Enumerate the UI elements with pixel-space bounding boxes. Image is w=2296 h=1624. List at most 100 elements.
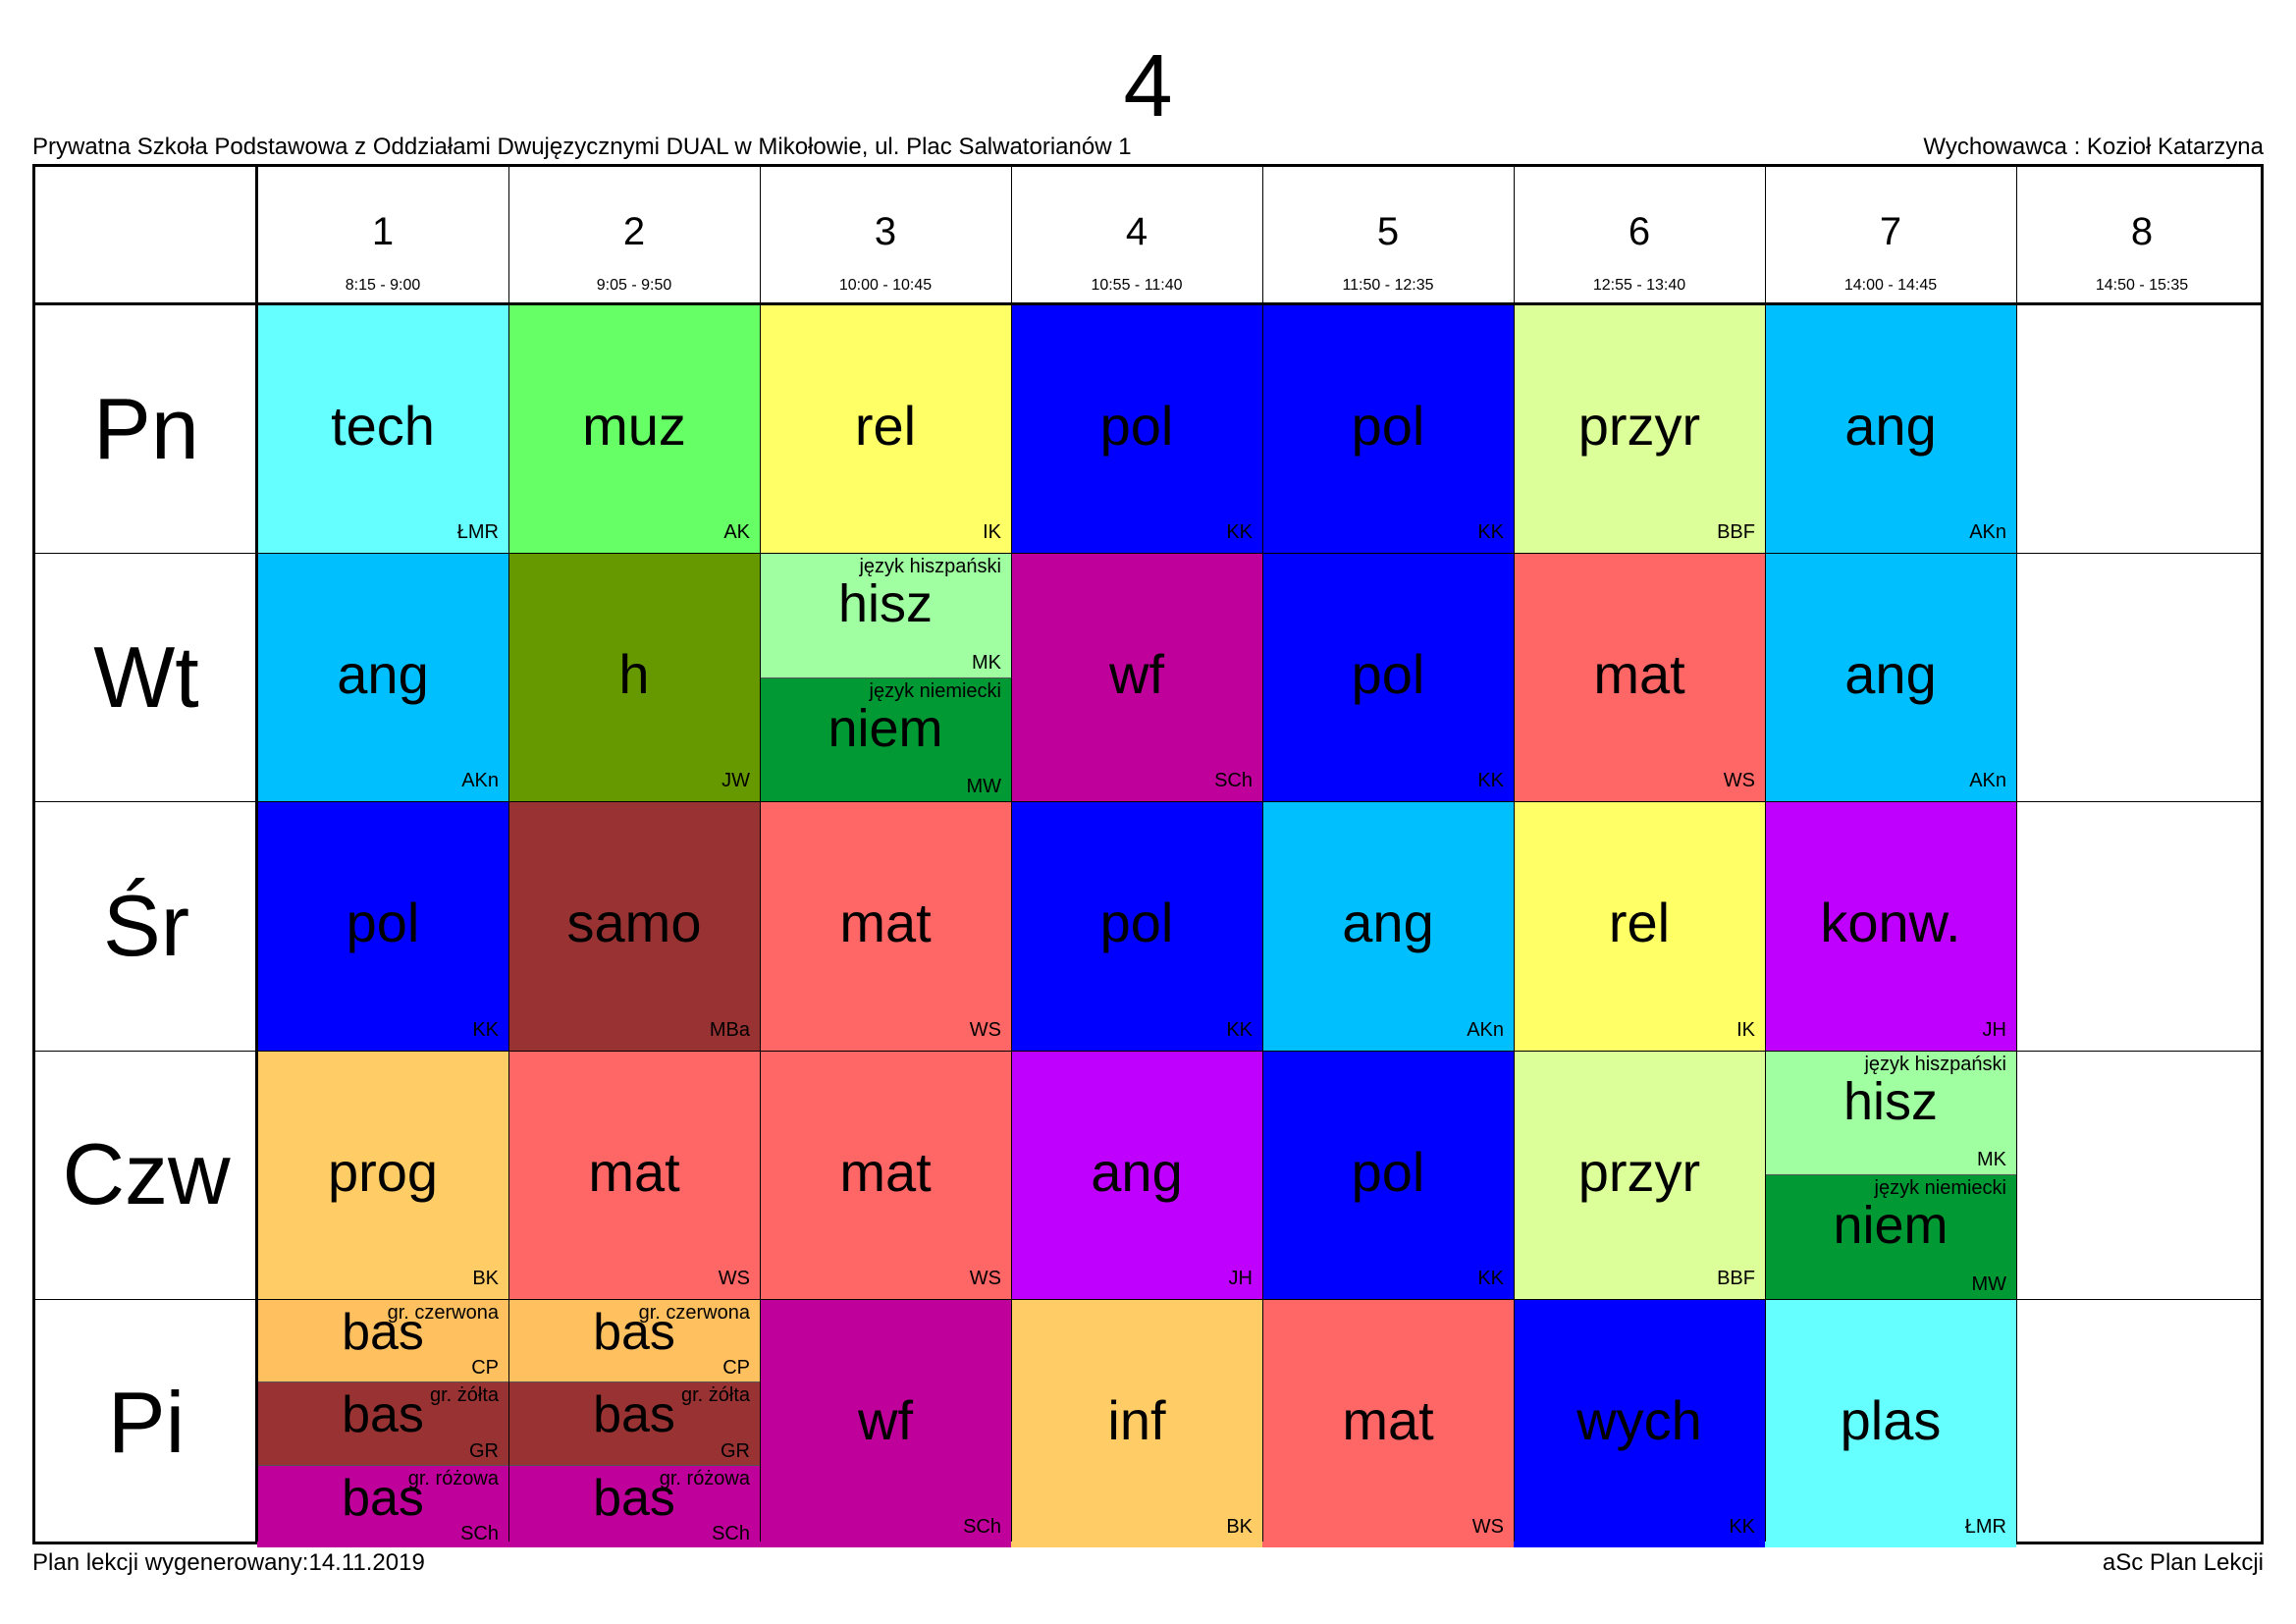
lesson-subject: bas	[593, 1469, 675, 1527]
column-divider	[1011, 167, 1012, 1542]
lesson-cell[interactable]: gr. żółta bas GR	[508, 1381, 760, 1465]
lesson-cell[interactable]: inf BK	[1011, 1298, 1262, 1547]
lesson-cell[interactable]: mat WS	[1262, 1298, 1514, 1547]
period-time: 9:05 - 9:50	[596, 277, 672, 294]
lesson-cell[interactable]: pol KK	[257, 801, 508, 1051]
day-label-0: Pn	[93, 379, 199, 477]
lesson-teacher: GR	[469, 1439, 499, 1462]
lesson-cell[interactable]: pol KK	[1262, 1050, 1514, 1299]
lesson-group: gr. czerwona	[387, 1301, 499, 1324]
period-time: 8:15 - 9:00	[345, 277, 421, 294]
lesson-cell[interactable]: gr. czerwona bas CP	[257, 1298, 508, 1382]
lesson-teacher: MK	[1977, 1149, 2006, 1171]
lesson-group: gr. żółta	[429, 1384, 499, 1407]
lesson-teacher: ŁMR	[456, 521, 499, 544]
lesson-group: język niemiecki	[1874, 1177, 2006, 1200]
period-time: 10:00 - 10:45	[838, 277, 933, 294]
timetable-grid: 1 8:15 - 9:00 2 9:05 - 9:50 3 10:00 - 10:45 4 1…	[32, 164, 2264, 1547]
lesson-cell[interactable]: rel IK	[760, 304, 1011, 554]
lesson-teacher: KK	[1226, 521, 1253, 544]
lesson-cell[interactable]: muz AK	[508, 304, 760, 554]
lesson-teacher: BBF	[1717, 521, 1755, 544]
lesson-group: gr. różowa	[407, 1467, 499, 1489]
lesson-cell[interactable]: konw. JH	[1765, 801, 2016, 1051]
lesson-cell[interactable]: gr. różowa bas SCh	[508, 1464, 760, 1547]
lesson-teacher: MW	[966, 776, 1001, 798]
lesson-teacher: KK	[1477, 521, 1504, 544]
lesson-cell[interactable]: gr. żółta bas GR	[257, 1381, 508, 1465]
lesson-cell[interactable]: samo MBa	[508, 801, 760, 1051]
lesson-cell[interactable]: ang AKn	[257, 553, 508, 802]
lesson-cell[interactable]: mat WS	[508, 1050, 760, 1299]
lesson-cell[interactable]: pol KK	[1262, 304, 1514, 554]
lesson-cell[interactable]: język niemiecki niem MW	[760, 677, 1011, 802]
period-time: 12:55 - 13:40	[1592, 277, 1686, 294]
period-header-2: 2 9:05 - 9:50	[508, 167, 760, 304]
lesson-cell[interactable]: ang AKn	[1262, 801, 1514, 1051]
lesson-subject: konw.	[1820, 892, 1961, 954]
lesson-cell[interactable]: rel IK	[1514, 801, 1765, 1051]
lesson-cell[interactable]: pol KK	[1011, 304, 1262, 554]
lesson-group: gr. różowa	[659, 1467, 750, 1489]
lesson-cell[interactable]: pol KK	[1011, 801, 1262, 1051]
lesson-cell[interactable]: język hiszpański hisz MK	[760, 553, 1011, 677]
lesson-teacher: AKn	[1467, 1018, 1504, 1041]
lesson-cell[interactable]: tech ŁMR	[257, 304, 508, 554]
lesson-subject: hisz	[1842, 1071, 1939, 1131]
column-divider	[760, 167, 761, 1542]
lesson-cell[interactable]: przyr BBF	[1514, 1050, 1765, 1299]
lesson-subject: ang	[337, 643, 429, 706]
lesson-cell[interactable]: przyr BBF	[1514, 304, 1765, 554]
lesson-teacher: AK	[723, 521, 750, 544]
lesson-cell[interactable]: gr. czerwona bas CP	[508, 1298, 760, 1382]
lesson-cell[interactable]: ang JH	[1011, 1050, 1262, 1299]
lesson-teacher: JH	[1982, 1018, 2006, 1041]
group-divider	[760, 677, 1011, 678]
lesson-cell[interactable]: h JW	[508, 553, 760, 802]
lesson-cell[interactable]: wych KK	[1514, 1298, 1765, 1547]
lesson-subject: ang	[1844, 395, 1937, 457]
lesson-cell[interactable]: ang AKn	[1765, 304, 2016, 554]
page-title: 4	[1123, 37, 1173, 135]
row-divider	[35, 1050, 2261, 1052]
software-credit: aSc Plan Lekcji	[2102, 1549, 2264, 1576]
lesson-cell[interactable]: język niemiecki niem MW	[1765, 1174, 2016, 1299]
lesson-cell[interactable]: mat WS	[1514, 553, 1765, 802]
group-divider	[508, 1464, 760, 1466]
lesson-teacher: WS	[1723, 770, 1755, 792]
lesson-teacher: CP	[471, 1357, 499, 1380]
lesson-cell[interactable]: ang AKn	[1765, 553, 2016, 802]
period-number: 4	[1125, 210, 1148, 253]
lesson-teacher: AKn	[1969, 521, 2006, 544]
period-number: 1	[371, 210, 395, 253]
period-header-8: 8 14:50 - 15:35	[2016, 167, 2268, 304]
period-header-4: 4 10:55 - 11:40	[1011, 167, 1262, 304]
lesson-subject: mat	[839, 1140, 932, 1203]
lesson-teacher: GR	[721, 1439, 750, 1462]
period-header-7: 7 14:00 - 14:45	[1765, 167, 2016, 304]
lesson-cell[interactable]: mat WS	[760, 1050, 1011, 1299]
lesson-cell[interactable]: prog BK	[257, 1050, 508, 1299]
lesson-group: język hiszpański	[1864, 1053, 2006, 1075]
lesson-teacher: WS	[969, 1267, 1001, 1289]
lesson-cell[interactable]: pol KK	[1262, 553, 1514, 802]
lesson-cell[interactable]: mat WS	[760, 801, 1011, 1051]
lesson-subject: mat	[1342, 1388, 1434, 1451]
lesson-cell[interactable]: język hiszpański hisz MK	[1765, 1050, 2016, 1175]
lesson-cell[interactable]: plas ŁMR	[1765, 1298, 2016, 1547]
lesson-group: język hiszpański	[859, 556, 1001, 578]
period-header-5: 5 11:50 - 12:35	[1262, 167, 1514, 304]
lesson-subject: bas	[593, 1386, 675, 1444]
lesson-subject: przyr	[1577, 395, 1701, 457]
lesson-subject: wych	[1576, 1388, 1702, 1451]
lesson-group: gr. czerwona	[638, 1301, 750, 1324]
lesson-cell[interactable]: wf SCh	[1011, 553, 1262, 802]
lesson-teacher: SCh	[712, 1522, 750, 1544]
period-time: 14:50 - 15:35	[2095, 277, 2189, 294]
lesson-cell[interactable]: gr. różowa bas SCh	[257, 1464, 508, 1547]
lesson-teacher: AKn	[1969, 770, 2006, 792]
lesson-teacher: JW	[721, 770, 750, 792]
period-number: 5	[1376, 210, 1400, 253]
lesson-cell[interactable]: wf SCh	[760, 1298, 1011, 1547]
lesson-teacher: ŁMR	[1964, 1515, 2006, 1538]
